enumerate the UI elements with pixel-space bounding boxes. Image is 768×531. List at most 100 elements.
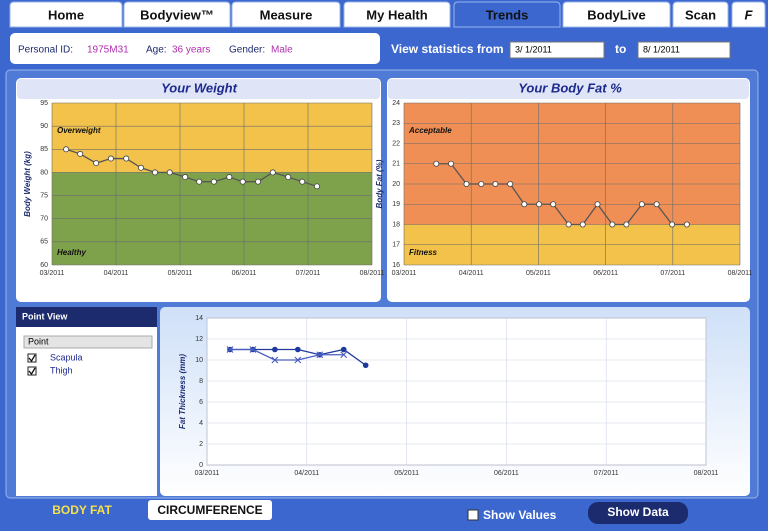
- point: [463, 180, 470, 187]
- tab[interactable]: [9, 1, 123, 28]
- date-from[interactable]: [509, 41, 605, 59]
- plot-area: [206, 317, 707, 466]
- legend-label: Scapula: [50, 352, 83, 362]
- profile-bar: [10, 33, 380, 64]
- tab[interactable]: [343, 1, 451, 28]
- legend-checkbox[interactable]: [27, 353, 37, 363]
- panel-header: [388, 79, 749, 99]
- point: [137, 164, 144, 171]
- y-tick-label: 22: [392, 140, 400, 147]
- body-fat-tab[interactable]: BODY FAT: [52, 503, 112, 517]
- y-tick-label: 20: [392, 181, 400, 188]
- y-tick-label: 0: [199, 462, 203, 469]
- point: [638, 201, 645, 208]
- point: [448, 160, 455, 167]
- tab-label: My Health: [366, 7, 427, 22]
- tab[interactable]: [731, 1, 766, 28]
- y-axis-label: Body Fat (%): [375, 159, 384, 208]
- x-tick-label: 03/2011: [40, 270, 65, 277]
- x-tick-label: 05/2011: [394, 470, 419, 477]
- tab[interactable]: [453, 1, 561, 28]
- point-view-header: [16, 307, 157, 327]
- y-tick-label: 4: [199, 420, 203, 427]
- y-tick-label: 12: [195, 336, 203, 343]
- line: [229, 348, 344, 361]
- y-tick-label: 6: [199, 399, 203, 406]
- point: [272, 346, 278, 353]
- x-tick-label: 07/2011: [660, 270, 685, 277]
- tab-label: Home: [48, 7, 84, 22]
- x-tick-label: 04/2011: [104, 270, 129, 277]
- point: [107, 155, 114, 162]
- point: [123, 155, 130, 162]
- check: [28, 367, 36, 376]
- point: [269, 169, 276, 176]
- point: [285, 174, 292, 181]
- circumference-tab[interactable]: [148, 500, 272, 520]
- point: [507, 180, 514, 187]
- check: [28, 354, 36, 363]
- y-tick-label: 21: [392, 161, 400, 168]
- tab[interactable]: [562, 1, 671, 28]
- point: [166, 169, 173, 176]
- point: [492, 180, 499, 187]
- point: [182, 174, 189, 181]
- tab-label: Trends: [486, 7, 529, 22]
- point: [316, 351, 324, 359]
- y-tick-label: 90: [40, 123, 48, 130]
- y-tick-label: 2: [199, 441, 203, 448]
- chart-title: Your Weight: [161, 80, 238, 95]
- tab[interactable]: [231, 1, 341, 28]
- label: Personal ID:: [18, 45, 73, 56]
- x-tick-label: 07/2011: [296, 270, 321, 277]
- tab[interactable]: [672, 1, 729, 28]
- y-tick-label: 17: [392, 242, 400, 249]
- x-tick-label: 08/2011: [728, 270, 753, 277]
- point-view-panel: [16, 307, 157, 496]
- x-tick-label: 06/2011: [593, 270, 618, 277]
- x-tick-label: 05/2011: [168, 270, 193, 277]
- point: [683, 221, 690, 228]
- value: 36 years: [172, 45, 210, 56]
- range-to: to: [615, 42, 626, 56]
- band-label: Overweight: [57, 126, 101, 135]
- show-values-label: Show Values: [483, 508, 557, 522]
- x-tick-label: 06/2011: [232, 270, 257, 277]
- panel-header: [17, 79, 380, 99]
- point: [653, 201, 660, 208]
- y-tick-label: 8: [199, 378, 203, 385]
- point: [623, 221, 630, 228]
- date-to[interactable]: [637, 41, 731, 59]
- x-tick-label: 07/2011: [594, 470, 619, 477]
- date-from-text: 3/ 1/2011: [515, 44, 552, 54]
- y-tick-label: 14: [195, 315, 203, 322]
- chart-title: Your Body Fat %: [518, 80, 622, 95]
- point: [669, 221, 676, 228]
- point: [362, 362, 369, 369]
- y-tick-label: 16: [392, 262, 400, 269]
- tab[interactable]: [123, 1, 231, 28]
- x-tick-label: 06/2011: [494, 470, 519, 477]
- legend-checkbox[interactable]: [27, 366, 37, 376]
- point: [313, 183, 320, 190]
- show-data-button[interactable]: [588, 502, 688, 524]
- y-tick-label: 70: [40, 216, 48, 223]
- point: [579, 221, 586, 228]
- y-tick-label: 24: [392, 100, 400, 107]
- y-tick-label: 18: [392, 221, 400, 228]
- point: [63, 146, 70, 153]
- y-tick-label: 60: [40, 262, 48, 269]
- y-axis-label: Fat Thickness (mm): [178, 354, 187, 429]
- point: [295, 346, 301, 353]
- point-view-title: Point View: [22, 311, 68, 321]
- show-values-checkbox[interactable]: [467, 509, 479, 521]
- y-tick-label: 23: [392, 120, 400, 127]
- y-tick-label: 65: [40, 239, 48, 246]
- y-tick-label: 10: [195, 357, 203, 364]
- point: [255, 178, 262, 185]
- band-label: Acceptable: [408, 126, 452, 135]
- y-tick-label: 85: [40, 146, 48, 153]
- column-title: Point: [28, 336, 49, 346]
- point: [239, 178, 246, 185]
- date-to-text: 8/ 1/2011: [643, 44, 680, 54]
